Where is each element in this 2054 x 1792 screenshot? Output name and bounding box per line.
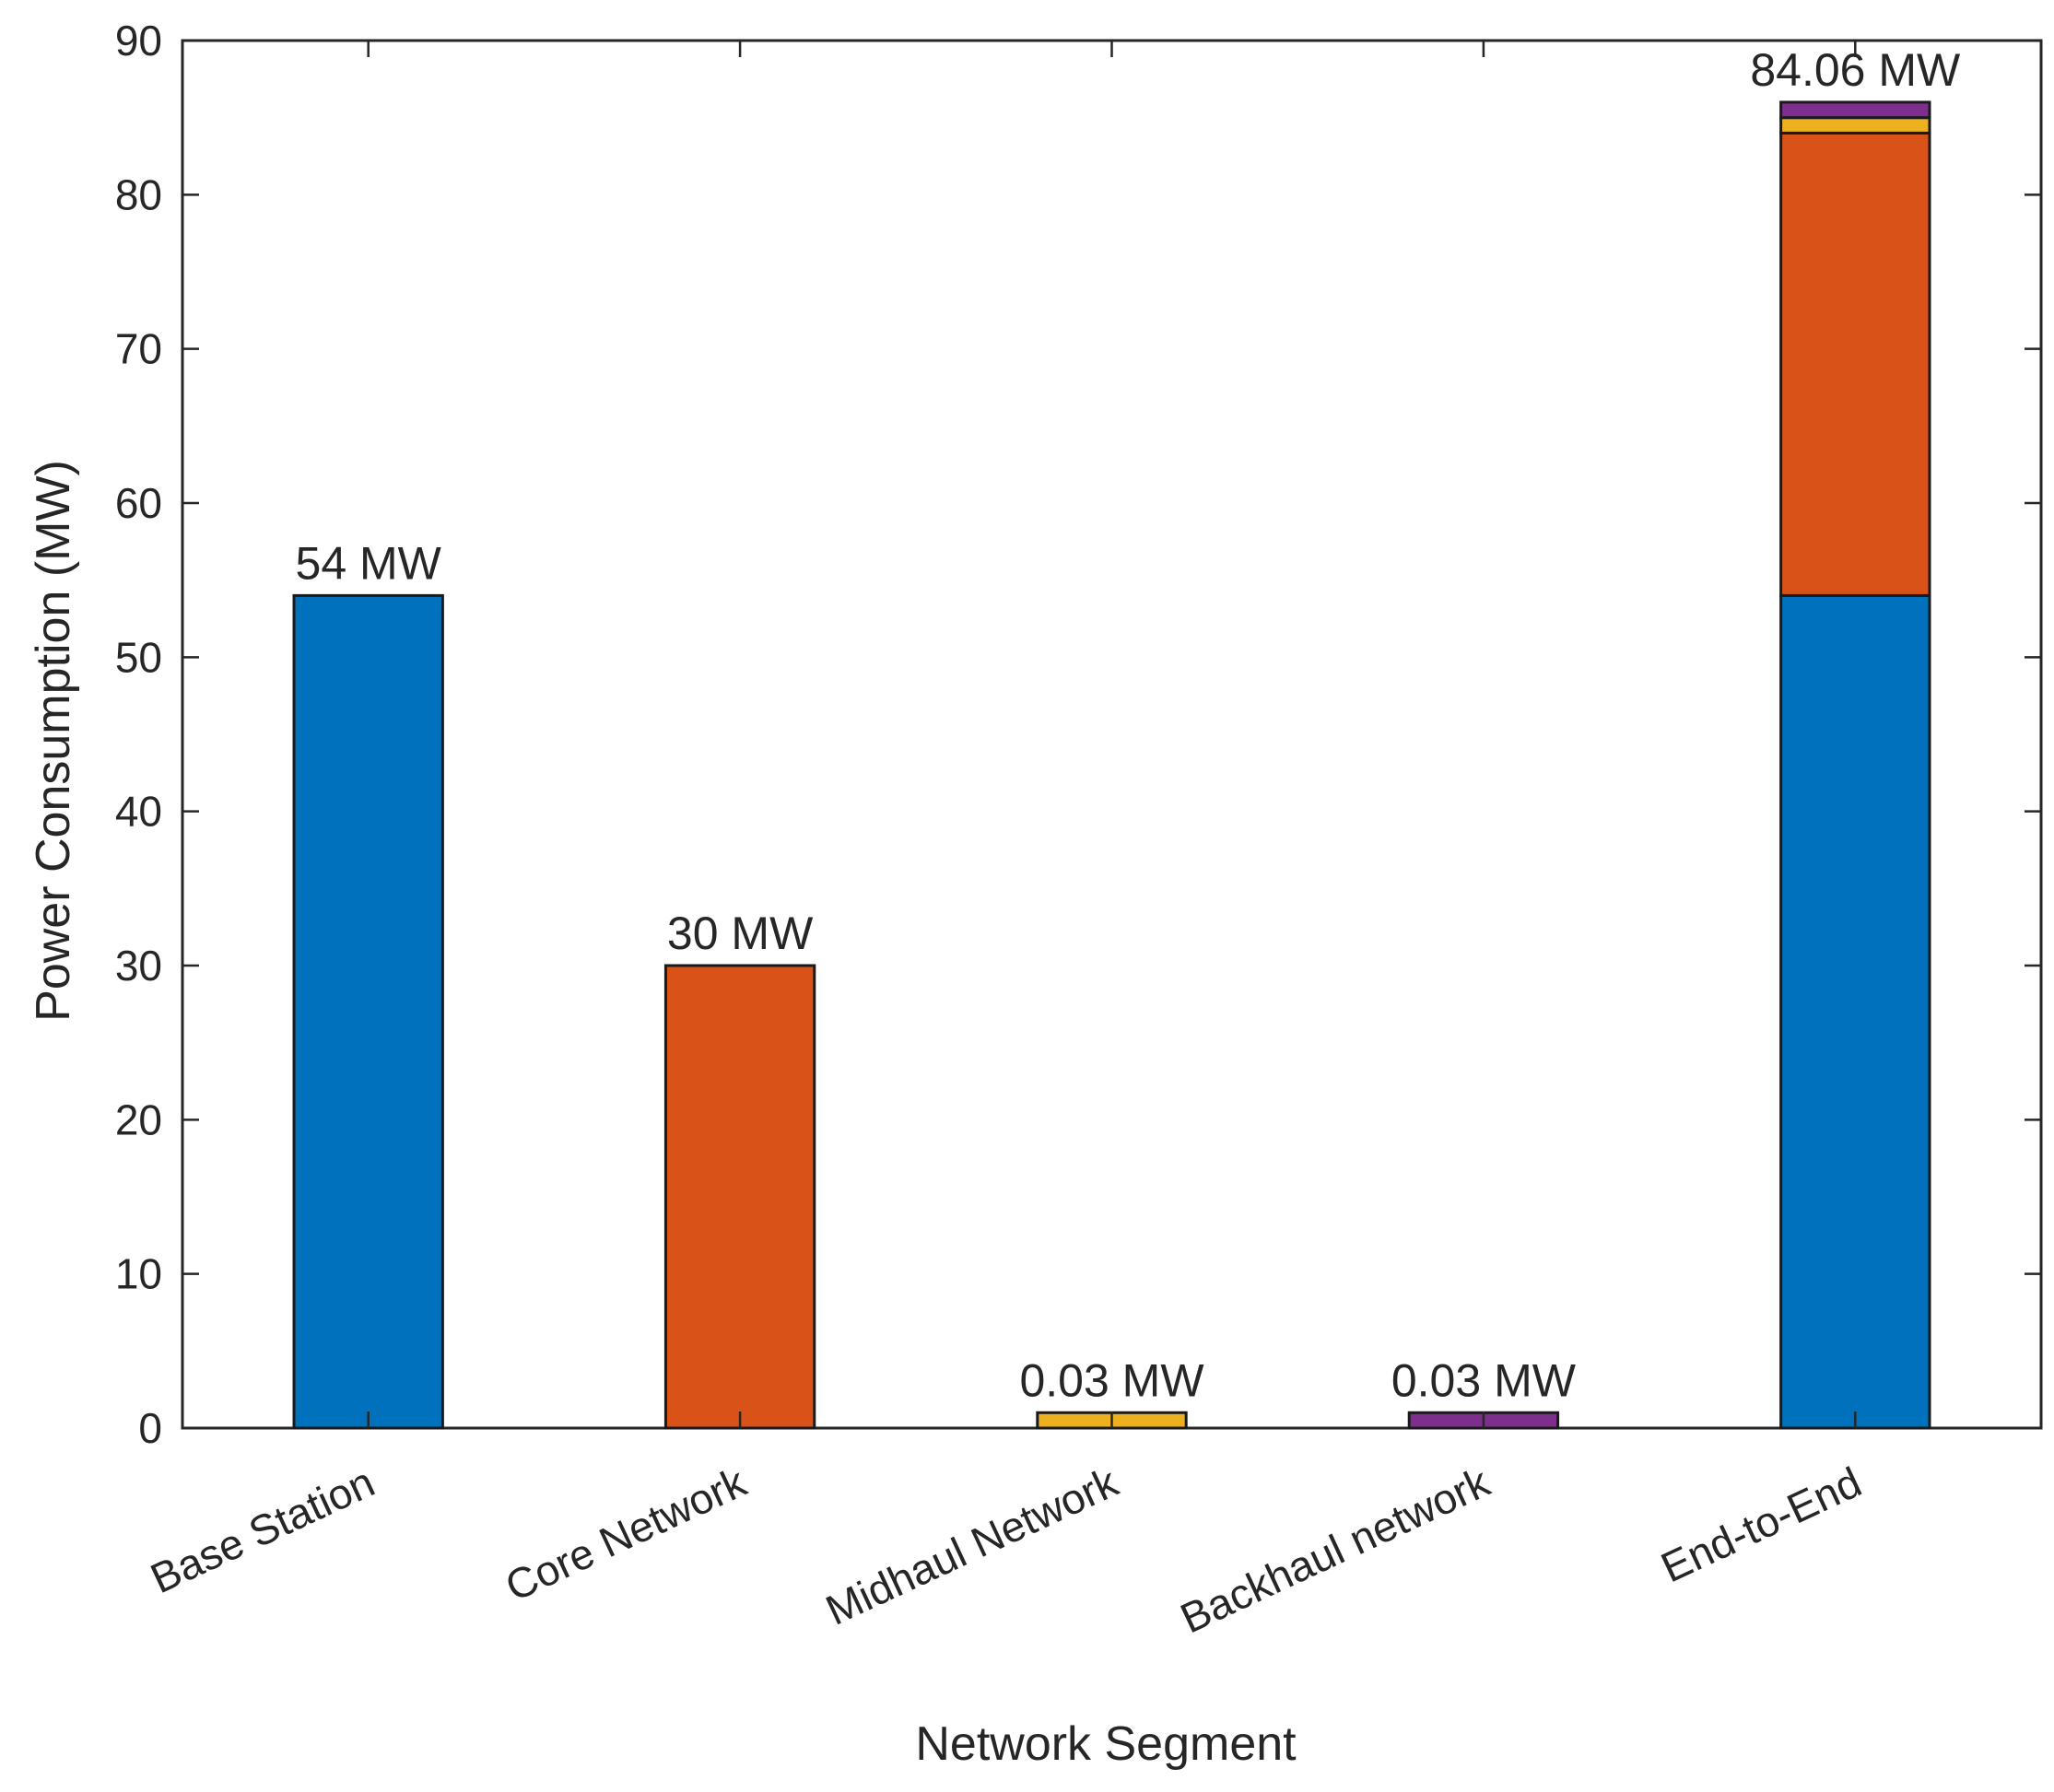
x-tick-label: Core Network [498, 1458, 754, 1610]
y-tick-label: 0 [138, 1404, 162, 1452]
data-label: 54 MW [296, 537, 442, 589]
x-axis-title: Network Segment [915, 1717, 1297, 1771]
y-tick-label: 30 [115, 942, 162, 990]
plot-frame [181, 39, 2043, 1430]
y-tick-label: 50 [115, 633, 162, 681]
x-tick-label: End-to-End [1654, 1458, 1869, 1591]
data-label: 30 MW [667, 908, 814, 959]
y-tick-label: 60 [115, 479, 162, 527]
bars [292, 100, 1931, 1430]
x-tick-label: Backhaul network [1173, 1458, 1497, 1643]
data-label: 0.03 MW [1391, 1354, 1577, 1406]
y-tick-label: 20 [115, 1095, 162, 1143]
bar-segment [1779, 116, 1931, 135]
bar-segment [663, 964, 816, 1430]
y-tick-label: 90 [115, 17, 162, 64]
plot-area [181, 39, 2043, 1430]
x-tick-label: Midhaul Network [818, 1458, 1125, 1634]
data-label: 84.06 MW [1750, 44, 1961, 96]
y-tick-label: 70 [115, 325, 162, 373]
x-tick-label: Base Station [144, 1458, 381, 1602]
y-tick-label: 40 [115, 788, 162, 836]
y-tick-label: 80 [115, 170, 162, 218]
bar-segment [1779, 131, 1931, 597]
y-axis-title: Power Consumption (MW) [27, 460, 80, 1022]
bar-segment [1779, 100, 1931, 120]
bar-segment [1779, 593, 1931, 1430]
y-tick-label: 10 [115, 1250, 162, 1298]
y-axis-ticks: 0 10 20 30 40 50 60 70 80 90 [115, 17, 2041, 1452]
data-labels: 54 MW 30 MW 0.03 MW 0.03 MW 84.06 MW [296, 44, 1962, 1406]
data-label: 0.03 MW [1019, 1354, 1204, 1406]
bar-segment [292, 593, 444, 1430]
